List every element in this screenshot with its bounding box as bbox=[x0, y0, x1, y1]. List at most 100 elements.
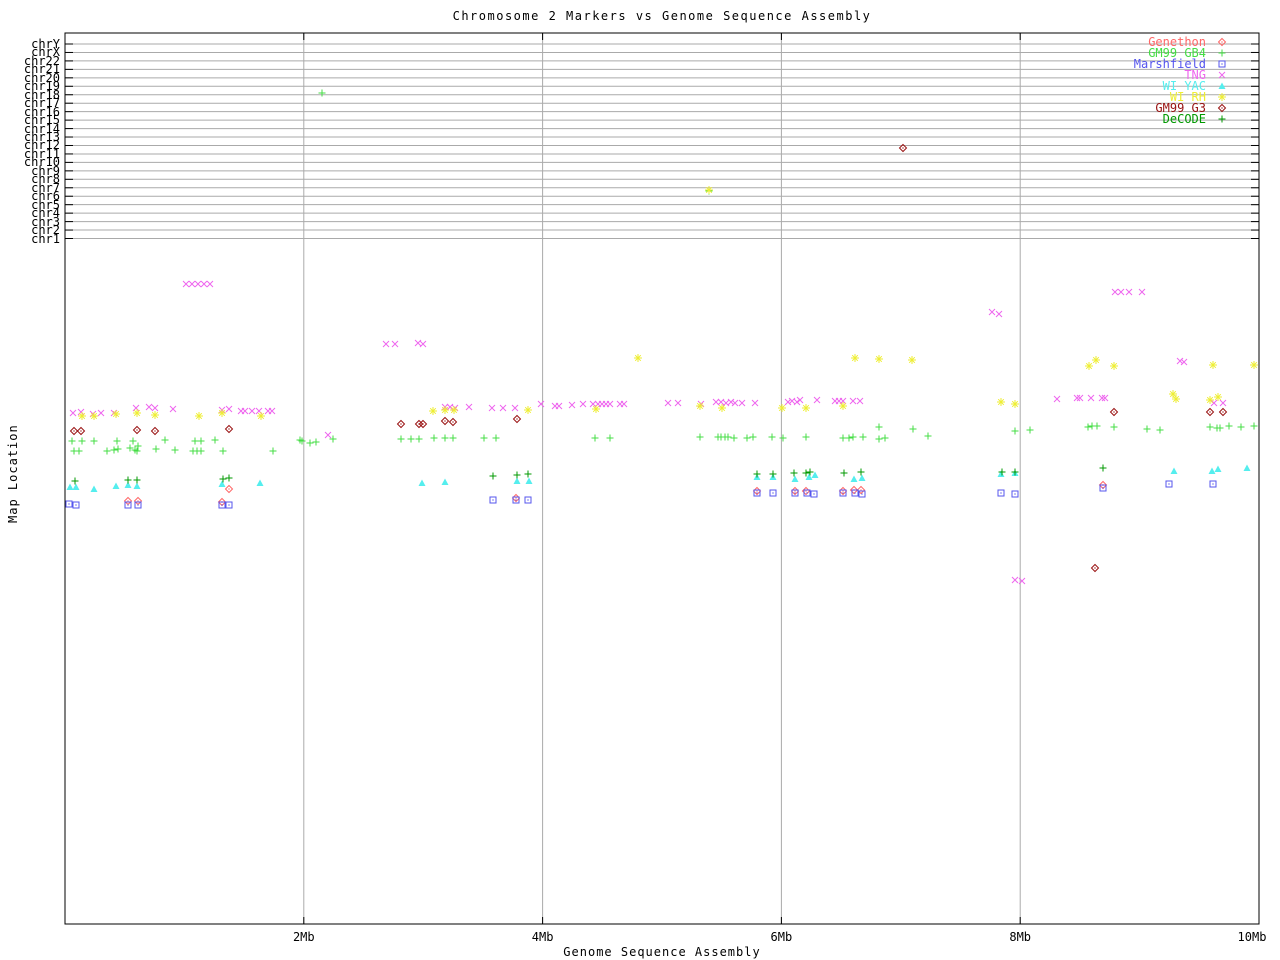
data-point-tng bbox=[793, 398, 801, 406]
data-point-gm99-gb4 bbox=[68, 437, 76, 445]
legend-marker-diamond-icon bbox=[1218, 104, 1226, 112]
data-point-tng bbox=[995, 310, 1003, 318]
data-point-decode bbox=[857, 468, 865, 476]
data-point-tng bbox=[856, 397, 864, 405]
data-point-tng bbox=[751, 399, 759, 407]
data-point-tng bbox=[200, 280, 208, 288]
data-point-gm99-gb4 bbox=[1143, 425, 1151, 433]
data-point-gm99-gb4 bbox=[749, 433, 757, 441]
data-point-decode bbox=[124, 476, 132, 484]
data-point-decode bbox=[71, 477, 79, 485]
data-point-gm99-gb4 bbox=[430, 434, 438, 442]
data-point-gm99-gb4 bbox=[312, 438, 320, 446]
data-point-wi-rh bbox=[132, 408, 142, 418]
data-point-wi-rh bbox=[1208, 360, 1218, 370]
data-point-gm99-gb4 bbox=[75, 447, 83, 455]
data-point-tng bbox=[1117, 288, 1125, 296]
data-point-wi-rh bbox=[874, 354, 884, 364]
data-point-gm99-g3 bbox=[151, 427, 159, 435]
legend-item: WI YAC bbox=[1162, 79, 1206, 93]
data-point-gm99-gb4 bbox=[480, 434, 488, 442]
data-point-tng bbox=[727, 398, 735, 406]
plot-border bbox=[64, 32, 1260, 925]
data-point-gm99-gb4 bbox=[171, 446, 179, 454]
data-point-wi-rh bbox=[89, 411, 99, 421]
x-tick-label: 6Mb bbox=[770, 930, 793, 944]
data-point-gm99-gb4 bbox=[441, 434, 449, 442]
data-point-decode bbox=[219, 475, 227, 483]
data-point-gm99-g3 bbox=[1219, 408, 1227, 416]
data-point-tng bbox=[1219, 399, 1227, 407]
data-point-marshfield bbox=[524, 496, 532, 504]
data-point-wi-yac bbox=[805, 473, 813, 481]
data-point-tng bbox=[488, 404, 496, 412]
data-point-decode bbox=[806, 468, 814, 476]
data-point-tng bbox=[796, 396, 804, 404]
data-point-wi-rh bbox=[77, 411, 87, 421]
data-point-gm99-gb4 bbox=[802, 433, 810, 441]
data-point-tng bbox=[69, 409, 77, 417]
data-point-tng bbox=[132, 404, 140, 412]
data-point-gm99-gb4 bbox=[110, 446, 118, 454]
data-point-tng bbox=[324, 431, 332, 439]
data-point-marshfield bbox=[1011, 490, 1019, 498]
data-point-wi-rh bbox=[256, 411, 266, 421]
data-point-wi-yac bbox=[72, 483, 80, 491]
data-point-tng bbox=[606, 400, 614, 408]
legend-marker-triangle-icon bbox=[1218, 82, 1226, 90]
data-point-genethon bbox=[225, 485, 233, 493]
data-point-gm99-g3 bbox=[449, 418, 457, 426]
chart-title: Chromosome 2 Markers vs Genome Sequence … bbox=[452, 9, 872, 23]
data-point-gm99-gb4 bbox=[197, 447, 205, 455]
data-point-tng bbox=[194, 280, 202, 288]
data-point-wi-rh bbox=[777, 403, 787, 413]
x-axis-label: Genome Sequence Assembly bbox=[563, 945, 761, 959]
data-point-wi-yac bbox=[1214, 465, 1222, 473]
data-point-tng bbox=[717, 398, 725, 406]
data-point-wi-rh bbox=[1084, 361, 1094, 371]
data-point-decode bbox=[524, 470, 532, 478]
data-point-marshfield bbox=[1209, 480, 1217, 488]
data-point-tng bbox=[391, 340, 399, 348]
chromosome-label: chr8 bbox=[31, 172, 60, 187]
chromosome-label: chr17 bbox=[23, 96, 60, 111]
chromosome-band-layer bbox=[65, 43, 1259, 240]
data-point-gm99-gb4 bbox=[415, 435, 423, 443]
data-point-wi-yac bbox=[90, 485, 98, 493]
data-point-tng bbox=[77, 408, 85, 416]
data-point-gm99-gb4 bbox=[606, 434, 614, 442]
data-point-wi-rh bbox=[523, 405, 533, 415]
data-point-gm99-gb4 bbox=[1225, 422, 1233, 430]
data-point-gm99-gb4 bbox=[875, 435, 883, 443]
data-point-wi-rh bbox=[1213, 392, 1223, 402]
legend-item: TNG bbox=[1184, 68, 1206, 82]
data-point-gm99-g3 bbox=[1110, 408, 1118, 416]
data-point-tng bbox=[1076, 394, 1084, 402]
data-point-wi-yac bbox=[1170, 467, 1178, 475]
data-point-gm99-gb4 bbox=[114, 445, 122, 453]
chromosome-label: chr6 bbox=[31, 189, 60, 204]
legend-item: Genethon bbox=[1148, 35, 1206, 49]
data-point-gm99-g3 bbox=[1206, 408, 1214, 416]
data-point-gm99-gb4 bbox=[1110, 423, 1118, 431]
data-point-tng bbox=[268, 407, 276, 415]
legend-marker-square-icon bbox=[1218, 60, 1226, 68]
data-point-tng bbox=[731, 399, 739, 407]
data-point-gm99-gb4 bbox=[1250, 422, 1258, 430]
chromosome-label: chr7 bbox=[31, 180, 60, 195]
data-point-tng bbox=[722, 399, 730, 407]
data-point-marshfield bbox=[65, 500, 73, 508]
legend-marker-plus-icon bbox=[1218, 49, 1226, 57]
data-point-tng bbox=[1053, 395, 1061, 403]
grid-layer bbox=[303, 33, 1260, 924]
chromosome-label: chr10 bbox=[23, 155, 60, 170]
data-point-tng bbox=[788, 397, 796, 405]
chromosome-label: chr3 bbox=[31, 214, 60, 229]
data-point-tng bbox=[813, 396, 821, 404]
data-point-tng bbox=[579, 400, 587, 408]
data-point-gm99-gb4 bbox=[724, 433, 732, 441]
data-point-wi-rh bbox=[1249, 360, 1259, 370]
data-point-gm99-g3 bbox=[513, 415, 521, 423]
data-point-gm99-gb4 bbox=[1026, 426, 1034, 434]
data-point-tng bbox=[620, 400, 628, 408]
